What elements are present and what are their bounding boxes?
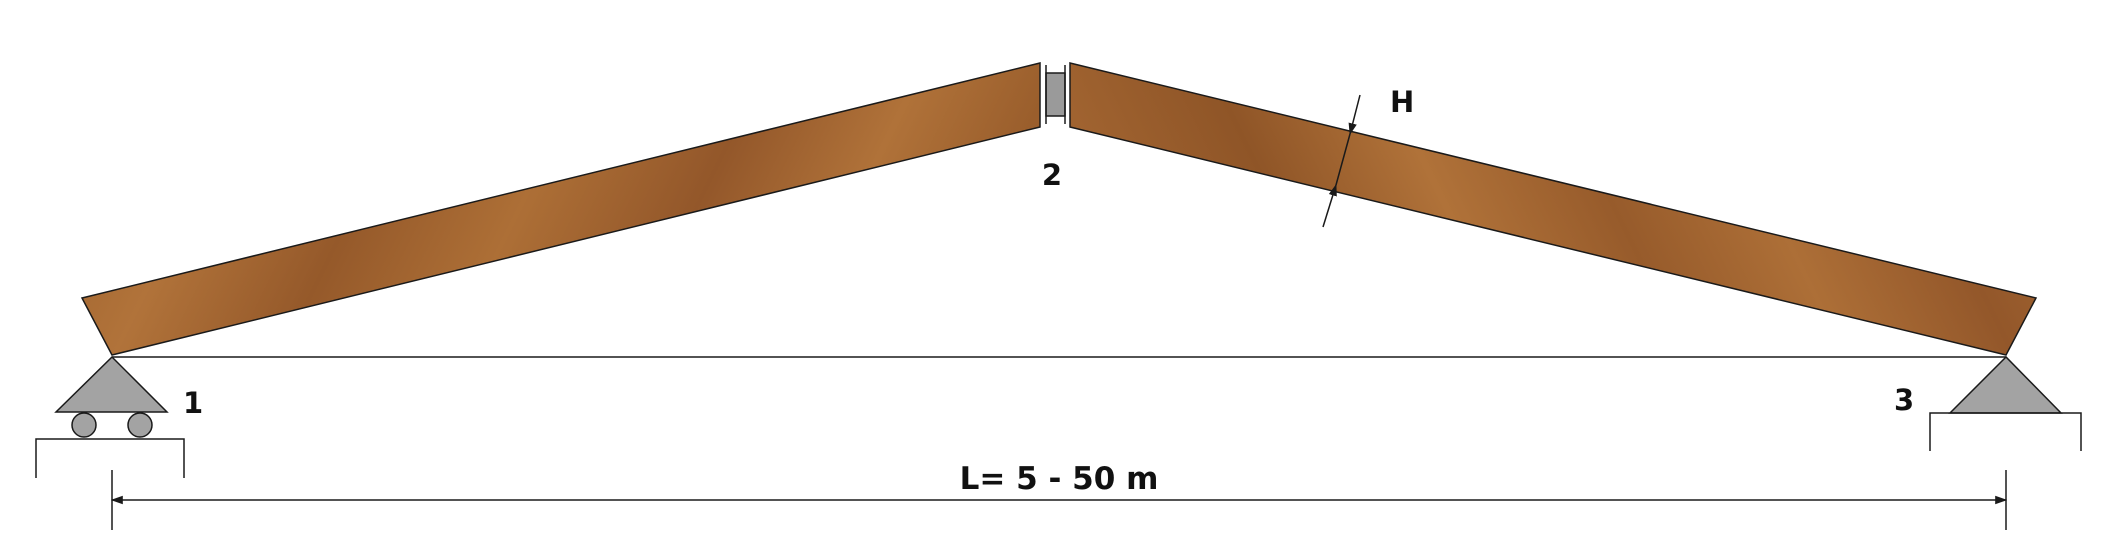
node-label-3: 3 xyxy=(1894,383,1914,417)
depth-arrow-bottom xyxy=(1322,183,1337,228)
depth-label: H xyxy=(1390,85,1414,119)
span-dimension: L= 5 - 50 m xyxy=(110,461,2008,530)
depth-line-inner xyxy=(1335,133,1351,186)
depth-arrow-top xyxy=(1348,94,1361,136)
roller-ground xyxy=(35,438,185,478)
roller-wheel-right xyxy=(127,412,153,438)
span-label: L= 5 - 50 m xyxy=(960,461,1159,497)
roller-support-triangle xyxy=(54,355,169,413)
roller-wheel-left xyxy=(71,412,97,438)
pinned-support-triangle xyxy=(1948,355,2063,414)
node-label-1: 1 xyxy=(183,386,203,420)
right-rafter xyxy=(1069,62,2038,356)
ridge-connector xyxy=(1045,72,1066,117)
roller-support xyxy=(35,355,185,478)
pinned-support xyxy=(1929,355,2082,451)
node-label-2: 2 xyxy=(1042,158,1062,192)
pinned-ground xyxy=(1929,412,2082,451)
depth-dimension: H xyxy=(1322,85,1414,228)
left-rafter xyxy=(80,62,1041,356)
